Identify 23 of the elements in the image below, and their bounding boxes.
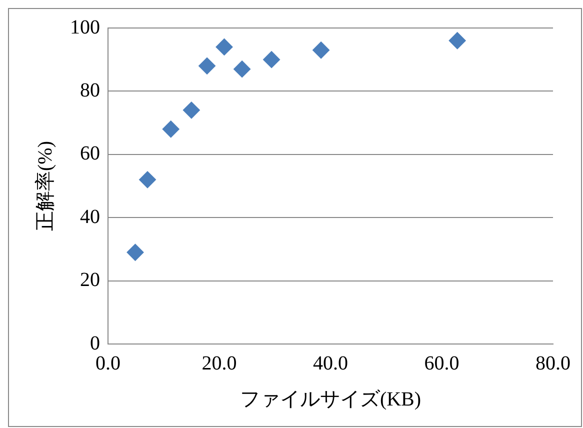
point [216, 38, 233, 56]
y-tick-label: 100 [70, 16, 100, 38]
x-tick-label: 60.0 [424, 352, 460, 374]
y-tick-label: 60 [80, 142, 100, 165]
point [138, 171, 156, 188]
x-tick-label: 40.0 [313, 352, 348, 374]
point [263, 51, 280, 68]
point [234, 60, 251, 78]
x-tick-label: 0.0 [96, 352, 120, 374]
point [182, 102, 200, 119]
y-axis-title: 正解率(%) [34, 141, 56, 231]
point [198, 57, 216, 74]
y-tick-label: 40 [80, 206, 100, 228]
y-tick-label: 0 [90, 332, 100, 354]
y-tick-label: 20 [80, 269, 100, 292]
point [126, 244, 144, 261]
x-tick-label: 80.0 [536, 352, 570, 374]
point [448, 32, 466, 50]
point [162, 120, 180, 138]
x-tick-label: 20.0 [202, 352, 237, 374]
point [312, 42, 330, 59]
y-tick-label: 80 [80, 79, 100, 102]
x-axis-title: ファイルサイズ(KB) [240, 388, 422, 410]
